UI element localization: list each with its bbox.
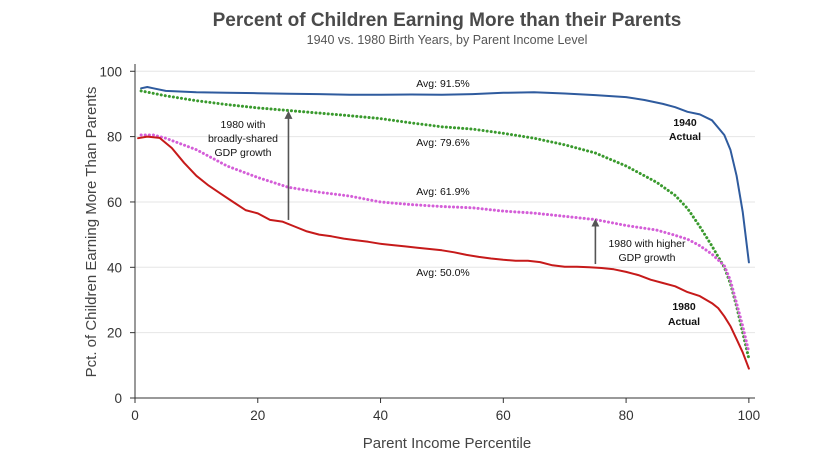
y-axis-label: Pct. of Children Earning More Than Paren… bbox=[83, 87, 100, 378]
x-axis-label: Parent Income Percentile bbox=[363, 435, 531, 452]
label-shared-line2: broadly-shared bbox=[208, 133, 278, 145]
x-tick-label-40: 40 bbox=[373, 408, 388, 423]
label-shared-line1: 1980 with bbox=[221, 119, 266, 131]
annotation-arrows bbox=[284, 110, 600, 265]
series-1940-actual-line bbox=[140, 86, 750, 264]
avg-shared-label: Avg: 79.6% bbox=[416, 137, 470, 149]
x-tick-label-20: 20 bbox=[250, 408, 265, 423]
avg-1940-label: Avg: 91.5% bbox=[416, 78, 470, 90]
label-1980-actual-line1: 1980 bbox=[672, 301, 696, 313]
axes bbox=[134, 64, 755, 399]
label-shared-line3: GDP growth bbox=[215, 147, 272, 159]
tick-labels: 0 20 40 60 80 100 0 20 40 60 80 100 bbox=[99, 64, 760, 423]
chart-subtitle: 1940 vs. 1980 Birth Years, by Parent Inc… bbox=[307, 33, 588, 47]
label-1980-actual-line2: Actual bbox=[668, 316, 700, 328]
label-1940-actual-line1: 1940 bbox=[673, 117, 697, 129]
series-1980-higher-growth-line bbox=[139, 133, 751, 354]
series-lines bbox=[137, 86, 751, 370]
y-tick-label-40: 40 bbox=[107, 260, 122, 275]
x-tick-label-100: 100 bbox=[738, 408, 761, 423]
avg-1980-label: Avg: 50.0% bbox=[416, 267, 470, 279]
label-higher-line2: GDP growth bbox=[619, 252, 676, 264]
grid-lines bbox=[135, 70, 755, 334]
label-1940-actual-line2: Actual bbox=[669, 131, 701, 143]
x-tick-label-60: 60 bbox=[496, 408, 511, 423]
y-tick-label-0: 0 bbox=[114, 391, 122, 406]
label-higher-line1: 1980 with higher bbox=[608, 238, 686, 250]
y-tick-label-80: 80 bbox=[107, 130, 122, 145]
chart-title: Percent of Children Earning More than th… bbox=[213, 10, 682, 31]
y-tick-label-100: 100 bbox=[99, 64, 122, 79]
annotations: Avg: 91.5% Avg: 79.6% Avg: 61.9% Avg: 50… bbox=[208, 78, 701, 328]
x-tick-label-80: 80 bbox=[619, 408, 634, 423]
avg-higher-label: Avg: 61.9% bbox=[416, 186, 470, 198]
series-1980-shared-growth-line bbox=[139, 89, 751, 361]
x-tick-label-0: 0 bbox=[131, 408, 139, 423]
series-1980-actual-line bbox=[137, 135, 750, 370]
y-tick-label-60: 60 bbox=[107, 195, 122, 210]
y-tick-label-20: 20 bbox=[107, 326, 122, 341]
